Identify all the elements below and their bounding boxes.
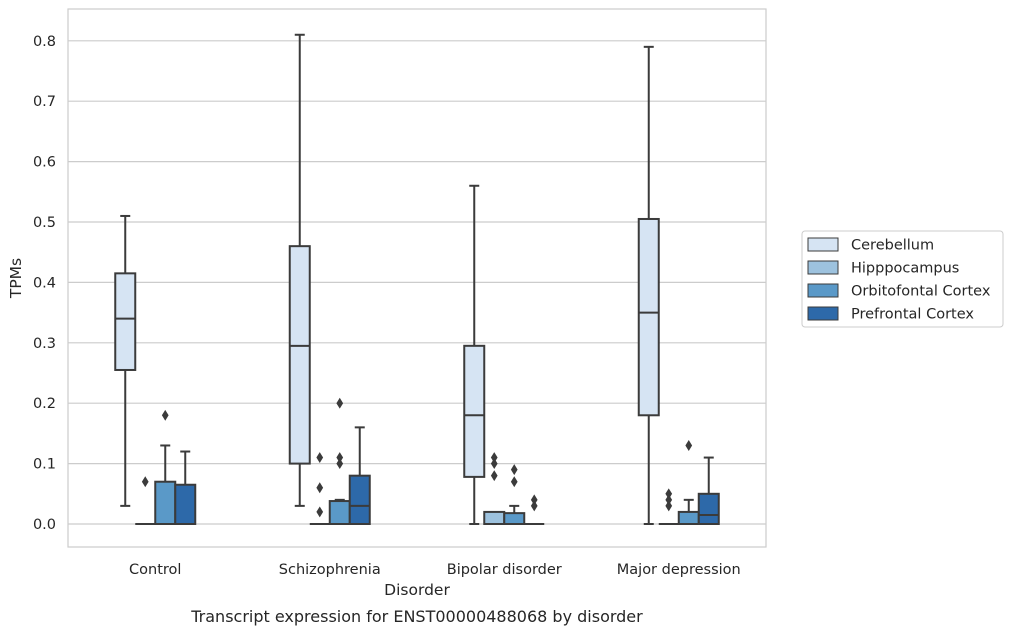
y-tick-label: 0.2 — [33, 396, 56, 412]
y-tick-label: 0.0 — [33, 517, 56, 533]
box-orbitofontal-cortex — [677, 440, 700, 526]
y-tick-label: 0.8 — [33, 34, 56, 50]
legend-label: Cerebellum — [851, 238, 934, 254]
outlier-point — [685, 440, 693, 451]
plot-area — [67, 8, 767, 548]
box-cerebellum — [637, 45, 660, 525]
outlier-point — [336, 458, 344, 470]
y-tick-label: 0.7 — [33, 94, 56, 110]
figure-caption: Transcript expression for ENST0000048806… — [190, 607, 643, 626]
box-iqr — [174, 483, 197, 525]
y-tick-label: 0.5 — [33, 215, 56, 231]
outlier-point — [665, 494, 673, 506]
outlier-point — [316, 482, 324, 494]
outlier-point — [336, 452, 344, 464]
outlier-point — [490, 458, 498, 470]
legend-label: Orbitofontal Cortex — [851, 284, 991, 300]
box-prefrontal-cortex — [348, 426, 371, 525]
box-cerebellum — [463, 184, 486, 525]
box-cerebellum — [114, 214, 137, 507]
x-tick-label: Major depression — [617, 562, 741, 578]
box-iqr — [288, 245, 311, 465]
legend-swatch — [807, 283, 839, 298]
outlier-point — [316, 452, 324, 464]
box-iqr — [503, 512, 526, 525]
box-orbitofontal-cortex — [328, 397, 351, 526]
box-prefrontal-cortex — [174, 450, 197, 525]
y-tick-label: 0.1 — [33, 457, 56, 473]
box-iqr — [114, 272, 137, 371]
outlier-point — [490, 470, 498, 482]
x-tick-label: Control — [129, 562, 181, 578]
box-orbitofontal-cortex — [154, 409, 177, 525]
outlier-point — [316, 506, 324, 518]
outlier-point — [510, 464, 518, 476]
y-tick-label: 0.3 — [33, 336, 56, 352]
legend-swatch — [807, 260, 839, 275]
box-prefrontal-cortex — [524, 494, 545, 525]
box-hipppocampus — [658, 488, 679, 525]
legend-swatch — [807, 237, 839, 252]
box-iqr — [637, 217, 660, 417]
outlier-point — [141, 476, 149, 488]
y-tick-labels: 0.0 0.1 0.2 0.3 0.4 0.5 0.6 0.7 0.8 — [33, 34, 56, 533]
y-tick-label: 0.6 — [33, 155, 56, 171]
box-iqr — [328, 500, 351, 526]
x-tick-labels: Control Schizophrenia Bipolar disorder Majo… — [129, 562, 741, 578]
legend: Cerebellum Hipppocampus Orbitofontal Corte… — [801, 230, 1004, 328]
outlier-point — [510, 476, 518, 488]
x-axis-title: Disorder — [384, 581, 450, 599]
outlier-point — [665, 500, 673, 512]
box-series — [114, 33, 720, 526]
outlier-point — [530, 494, 538, 506]
box-hipppocampus — [309, 452, 330, 525]
x-tick-label: Bipolar disorder — [447, 562, 562, 578]
box-prefrontal-cortex — [697, 456, 720, 525]
outlier-point — [490, 452, 498, 464]
legend-frame — [801, 230, 1004, 328]
box-orbitofontal-cortex — [503, 464, 526, 525]
outlier-point — [665, 488, 673, 500]
outlier-point — [530, 500, 538, 512]
outlier-point — [336, 397, 344, 409]
y-axis-title: TPMs — [7, 258, 25, 299]
x-tick-label: Schizophrenia — [279, 562, 381, 578]
box-iqr — [154, 480, 177, 525]
box-iqr — [463, 344, 486, 478]
legend-label: Hipppocampus — [851, 261, 959, 277]
box-iqr — [348, 474, 371, 525]
box-iqr — [697, 492, 720, 525]
box-iqr — [483, 510, 506, 526]
outlier-point — [161, 409, 169, 421]
legend-label: Prefrontal Cortex — [851, 307, 974, 323]
legend-swatch — [807, 306, 839, 321]
box-hipppocampus — [135, 476, 156, 525]
box-iqr — [677, 510, 700, 526]
y-tick-label: 0.4 — [33, 275, 56, 291]
box-cerebellum — [288, 33, 311, 507]
box-hipppocampus — [483, 452, 506, 526]
